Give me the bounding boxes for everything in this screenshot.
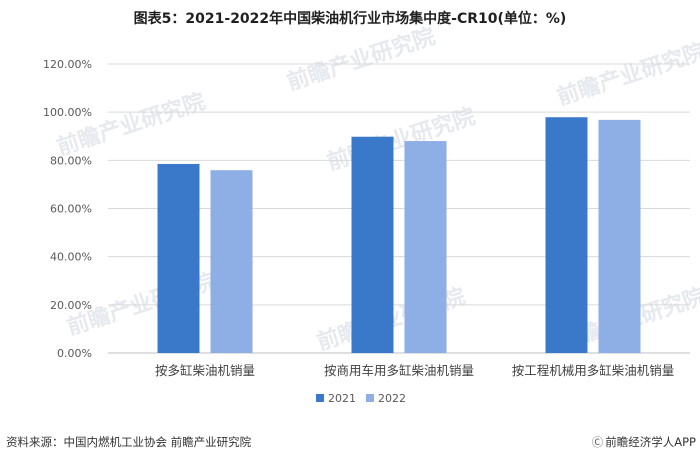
watermark-text: 前瞻产业研究院 [54,88,209,160]
watermark-text: 前瞻产业研究院 [554,38,700,110]
legend-label: 2022 [378,392,406,405]
brand-logo-icon: Ⓒ [591,435,604,449]
category-label: 按工程机械用多缸柴油机销量 [512,363,675,378]
category-label: 按多缸柴油机销量 [155,363,255,378]
source-note: 资料来源：中国内燃机工业协会 前瞻产业研究院 [6,435,252,449]
x-axis-categories: 按多缸柴油机销量 按商用车用多缸柴油机销量 按工程机械用多缸柴油机销量 [155,363,674,378]
legend-label: 2021 [328,392,356,405]
bar-2022 [210,170,253,353]
y-tick-label: 120.00% [43,58,92,71]
y-tick-label: 40.00% [50,251,92,264]
y-tick-label: 100.00% [43,106,92,119]
y-tick-label: 20.00% [50,299,92,312]
bar-2021 [157,163,200,353]
gridlines [108,63,690,354]
y-tick-label: 80.00% [50,154,92,167]
brand-footer: Ⓒ 前瞻经济学人APP [592,434,696,450]
category-label: 按商用车用多缸柴油机销量 [324,363,474,378]
watermark-text: 前瞻产业研究院 [284,23,439,95]
legend-swatch [316,394,324,402]
bar-2022 [598,119,641,353]
bar-2022 [404,141,447,353]
watermark-text: 前瞻产业研究院 [324,103,479,175]
chart-title: 图表5：2021-2022年中国柴油机行业市场集中度-CR10(单位：%) [133,11,567,27]
legend: 2021 2022 [316,392,406,405]
y-tick-label: 60.00% [50,203,92,216]
brand-name: 前瞻经济学人APP [605,435,696,449]
legend-swatch [366,394,374,402]
y-axis-ticks: 0.00% 20.00% 40.00% 60.00% 80.00% 100.00% 120.… [43,58,92,360]
bar-2021 [351,136,394,353]
y-tick-label: 0.00% [57,347,92,360]
bars [157,117,641,353]
bar-2021 [545,117,588,353]
